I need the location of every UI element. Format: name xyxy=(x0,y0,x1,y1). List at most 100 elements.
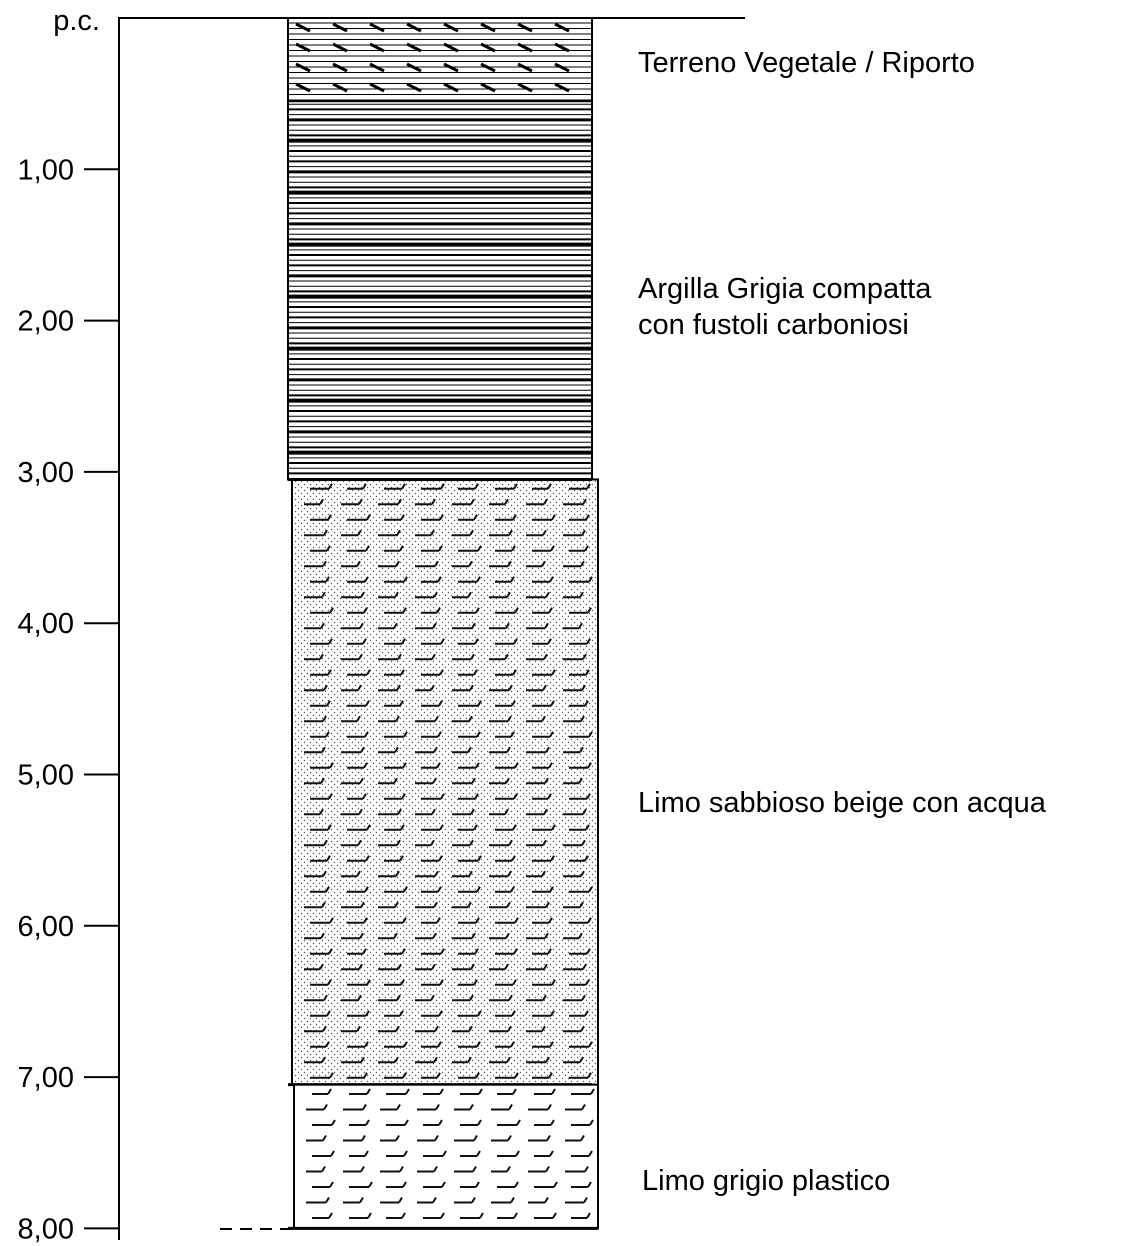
vegetal-tick xyxy=(517,22,533,33)
silt-dash xyxy=(565,1134,585,1142)
silt-dash xyxy=(563,1056,584,1064)
silt-dash xyxy=(423,1181,446,1188)
silt-dash xyxy=(415,901,438,909)
silt-dash xyxy=(491,1165,511,1173)
silt-dash xyxy=(571,1212,591,1219)
silt-dash xyxy=(423,1088,444,1095)
silt-dash xyxy=(304,746,326,754)
silt-dash xyxy=(347,886,369,893)
silt-dash xyxy=(347,638,367,645)
silt-dash xyxy=(571,1181,592,1188)
silt-dash xyxy=(569,545,589,552)
silt-dash xyxy=(563,715,585,723)
silt-dash xyxy=(384,731,408,738)
silt-dash xyxy=(347,1072,368,1079)
silt-dash xyxy=(454,1103,474,1111)
silt-dash xyxy=(304,994,328,1002)
silt-dash xyxy=(384,855,404,862)
silt-dash xyxy=(571,1088,595,1095)
vegetal-tick xyxy=(517,42,533,53)
silt-dash xyxy=(341,870,361,878)
silt-dash xyxy=(458,1010,482,1017)
silt-dash xyxy=(458,855,482,862)
silt-dash xyxy=(452,498,475,506)
layer-descriptions: Terreno Vegetale / Riporto Argilla Grigia… xyxy=(638,47,1047,1197)
silt-dash xyxy=(343,1165,365,1173)
vegetal-tick xyxy=(332,42,348,53)
silt-dash xyxy=(497,1088,517,1095)
silt-dash xyxy=(341,901,365,909)
silt-dash xyxy=(489,839,513,847)
depth-axis: p.c. 1,00 2,00 3,00 4,00 5,00 6,00 7,00 8,00 xyxy=(18,5,120,1245)
silt-dash xyxy=(304,808,324,816)
silt-dash xyxy=(569,855,589,862)
silt-dash xyxy=(304,591,326,599)
silt-dash xyxy=(526,715,546,723)
silt-dash xyxy=(304,715,327,723)
silt-dash xyxy=(349,1088,371,1095)
silt-dash xyxy=(304,684,328,692)
silt-dash xyxy=(526,932,549,940)
silt-dash xyxy=(415,839,435,847)
silt-dash xyxy=(526,653,548,661)
silt-dash xyxy=(384,1041,408,1048)
silt-dash xyxy=(421,886,442,893)
silt-dash xyxy=(534,1088,556,1095)
silt-dash xyxy=(384,669,405,676)
silt-dash xyxy=(304,498,324,506)
silt-dash xyxy=(526,839,547,847)
silt-dash xyxy=(497,1181,519,1188)
silt-dash xyxy=(304,901,326,909)
silt-dash xyxy=(489,715,512,723)
silt-dash xyxy=(458,638,479,645)
layer-description: Limo grigio plastico xyxy=(642,1165,890,1197)
silt-dash xyxy=(415,529,435,537)
vegetal-tick xyxy=(332,62,348,73)
silt-dash xyxy=(458,700,482,707)
silt-dash xyxy=(458,1072,480,1079)
silt-dash xyxy=(491,1103,513,1111)
silt-dash xyxy=(489,560,512,568)
silt-dash xyxy=(421,917,441,924)
silt-dash xyxy=(421,576,442,583)
silt-dash xyxy=(347,1041,369,1048)
silt-dash xyxy=(532,793,552,800)
silt-dash xyxy=(310,545,331,552)
silt-dash xyxy=(341,963,363,971)
silt-dash xyxy=(495,793,518,800)
silt-dash xyxy=(415,653,436,661)
silt-dash xyxy=(343,1103,367,1111)
silt-dash xyxy=(310,886,330,893)
silt-dash xyxy=(489,498,509,506)
silt-dash xyxy=(534,1119,555,1126)
silt-dash xyxy=(528,1196,549,1204)
silt-dash xyxy=(384,700,404,707)
silt-dash xyxy=(384,1072,407,1079)
silt-dash xyxy=(378,684,401,692)
silt-dash xyxy=(489,591,511,599)
silt-dash xyxy=(569,917,592,924)
silt-dash xyxy=(489,684,513,692)
silt-dash xyxy=(423,1119,443,1126)
silt-dash xyxy=(563,839,586,847)
silt-dash xyxy=(458,607,480,614)
silt-dash xyxy=(304,839,328,847)
silt-dash xyxy=(460,1212,484,1219)
silt-dash xyxy=(310,576,330,583)
silt-dash xyxy=(310,948,333,955)
silt-dash xyxy=(563,963,587,971)
silt-dash xyxy=(526,498,548,506)
silt-dash xyxy=(495,948,518,955)
silt-dash xyxy=(491,1196,515,1204)
silt-dash xyxy=(384,979,405,986)
silt-dash xyxy=(421,545,443,552)
silt-dash xyxy=(378,529,401,537)
silt-dash xyxy=(310,1010,331,1017)
silt-dash xyxy=(347,576,369,583)
silt-dash xyxy=(532,1041,554,1048)
silt-dash xyxy=(304,1025,327,1033)
vegetal-tick xyxy=(406,42,422,53)
silt-dash xyxy=(347,700,370,707)
silt-dash xyxy=(304,1056,326,1064)
silt-dash xyxy=(304,529,328,537)
